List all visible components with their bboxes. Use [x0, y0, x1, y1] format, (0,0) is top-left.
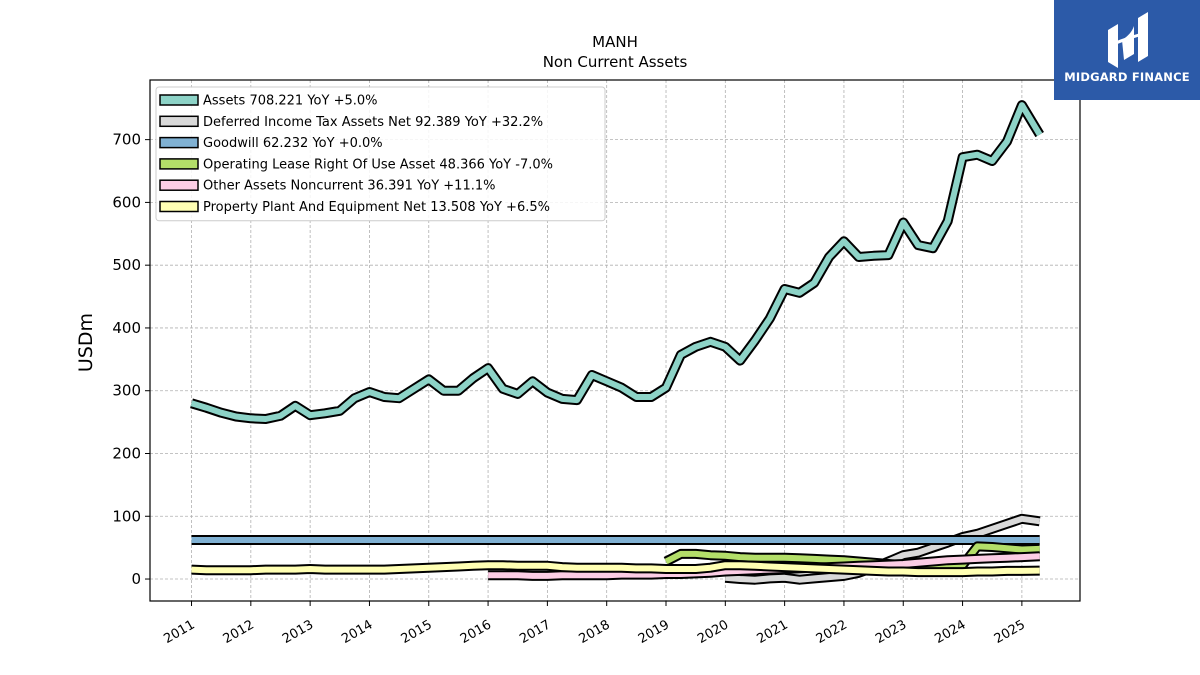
- tick-label-x: 2023: [873, 617, 909, 647]
- tick-label-x: 2020: [695, 617, 731, 647]
- legend-label: Property Plant And Equipment Net 13.508 …: [203, 200, 550, 215]
- series-line: [191, 560, 1040, 578]
- tick-label-y: 200: [112, 444, 141, 462]
- plot-area: [190, 100, 1044, 585]
- y-axis-label: USDm: [75, 313, 97, 372]
- legend-label: Deferred Income Tax Assets Net 92.389 Yo…: [203, 115, 543, 130]
- tick-label-y: 600: [112, 193, 141, 211]
- legend: Assets 708.221 YoY +5.0% Deferred Income …: [155, 86, 606, 222]
- tick-label-y: 300: [112, 382, 141, 400]
- tick-label-x: 2025: [992, 617, 1028, 647]
- legend-label: Other Assets Noncurrent 36.391 YoY +11.1…: [203, 179, 495, 194]
- brand-logo: MIDGARD FINANCE: [1054, 0, 1200, 100]
- legend-label: Goodwill 62.232 YoY +0.0%: [203, 136, 383, 151]
- tick-label-y: 100: [112, 507, 141, 525]
- tick-label-x: 2013: [280, 617, 316, 647]
- legend-label: Assets 708.221 YoY +5.0%: [203, 94, 378, 109]
- y-axis: 0 100 200 300 400 500 600 700: [112, 131, 150, 588]
- chart-subtitle: Non Current Assets: [543, 53, 688, 71]
- series-line: [190, 100, 1044, 424]
- tick-label-x: 2024: [932, 617, 968, 647]
- legend-swatch: [159, 136, 199, 149]
- tick-label-x: 2022: [814, 617, 850, 647]
- plot-frame: [149, 79, 1081, 602]
- chart-title: MANH: [592, 33, 638, 51]
- series-stroke: [190, 102, 1043, 422]
- tick-label-x: 2016: [458, 617, 494, 647]
- series-line: [663, 541, 1040, 572]
- brand-name: MIDGARD FINANCE: [1064, 70, 1190, 84]
- legend-swatch: [159, 200, 199, 213]
- tick-label-y: 400: [112, 319, 141, 337]
- tick-label-x: 2014: [339, 617, 375, 647]
- tick-label-x: 2017: [517, 617, 553, 647]
- tick-label-y: 0: [131, 570, 141, 588]
- legend-swatch: [159, 115, 199, 128]
- legend-swatch: [159, 94, 199, 106]
- legend-swatch: [159, 158, 199, 170]
- legend-box: [155, 86, 606, 222]
- legend-swatch: [159, 179, 199, 191]
- tick-label-x: 2015: [399, 617, 435, 647]
- series-stroke: [191, 562, 1040, 576]
- tick-label-y: 700: [112, 131, 141, 149]
- tick-label-x: 2021: [754, 617, 790, 647]
- tick-label-x: 2018: [577, 617, 613, 647]
- logo-mark-icon: [1108, 12, 1148, 68]
- x-axis: 2011 2012 2013 2014 2015 2016 2017 2018 2019 2020…: [161, 601, 1028, 647]
- tick-label-x: 2011: [161, 617, 197, 647]
- tick-label-x: 2019: [636, 617, 672, 647]
- series-stroke: [664, 543, 1040, 570]
- tick-label-x: 2012: [221, 617, 257, 647]
- legend-label: Operating Lease Right Of Use Asset 48.36…: [203, 157, 553, 172]
- tick-label-y: 500: [112, 256, 141, 274]
